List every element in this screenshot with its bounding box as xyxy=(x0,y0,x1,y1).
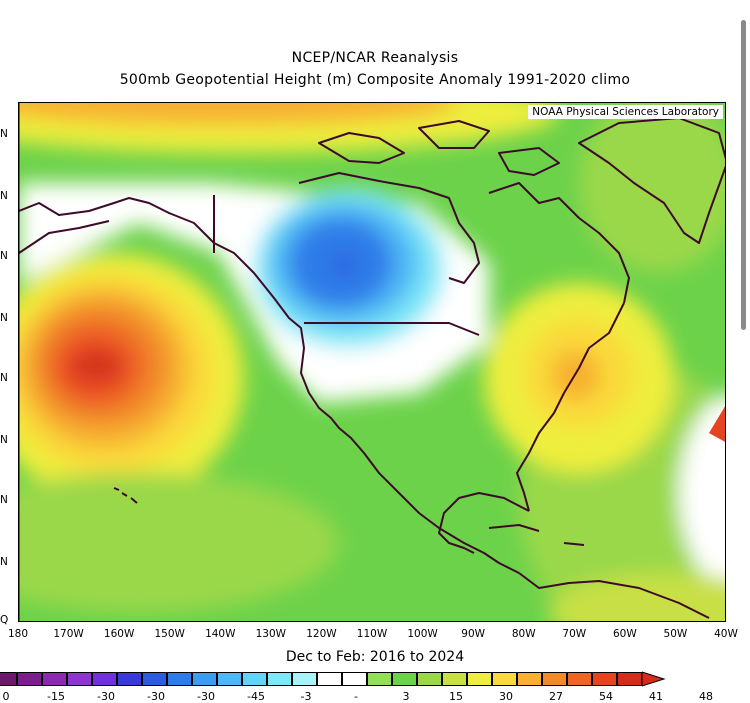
colorbar-tick-label: -3 xyxy=(300,690,312,703)
lat-label: N xyxy=(0,434,8,446)
longitude-tick-label: 80W xyxy=(511,628,536,640)
colorbar-swatch xyxy=(367,672,392,686)
lat-label: N xyxy=(0,128,8,140)
aleutian-coast xyxy=(19,220,110,254)
longitude-tick-label: 100W xyxy=(407,628,438,640)
atlantic-neutral xyxy=(679,395,725,591)
lat-label: N xyxy=(0,372,8,384)
colorbar-tick-label: - xyxy=(354,690,358,703)
atlantic-red-tip xyxy=(709,406,725,442)
lat-label: N xyxy=(0,312,8,324)
us-canada-border xyxy=(304,322,480,336)
longitude-tick-label: 160W xyxy=(103,628,135,640)
south-pacific-lightgreen xyxy=(19,473,339,613)
ridge-east-core xyxy=(551,350,601,400)
southeast-yellowgreen xyxy=(549,573,725,621)
colorbar-tick-label: 30 xyxy=(499,690,513,703)
lat-label: Q xyxy=(0,614,9,626)
colorbar-swatch xyxy=(67,672,92,686)
credit-label: NOAA Physical Sciences Laboratory xyxy=(528,105,723,119)
colorbar-tick-label: 3 xyxy=(402,690,410,703)
anomaly-map: NOAA Physical Sciences Laboratory xyxy=(18,102,726,622)
colorbar-swatch xyxy=(292,672,317,686)
arctic-island-2 xyxy=(418,120,490,149)
colorbar-swatch xyxy=(117,672,142,686)
colorbar-swatch xyxy=(0,672,17,686)
gulf-coastline xyxy=(438,492,530,554)
hispaniola-outline xyxy=(563,542,585,546)
hawaii-islands xyxy=(113,487,138,504)
longitude-tick-label: 140W xyxy=(205,628,236,640)
longitude-tick-label: 70W xyxy=(562,628,587,640)
coastlines xyxy=(19,117,725,619)
colorbar-swatch xyxy=(417,672,442,686)
chart-title: NCEP/NCAR Reanalysis xyxy=(291,50,459,66)
lat-label: N xyxy=(0,494,8,506)
date-range-label: Dec to Feb: 2016 to 2024 xyxy=(285,649,465,665)
colorbar-tick-label: 0 xyxy=(2,690,10,703)
longitude-tick-label: 150W xyxy=(154,628,185,640)
trough-core xyxy=(332,255,356,275)
colorbar-swatch xyxy=(617,672,642,686)
longitude-tick-label: 50W xyxy=(663,628,688,640)
arctic-island-1 xyxy=(318,132,405,164)
ridge-pacific-core xyxy=(75,355,119,375)
lat-label: N xyxy=(0,190,8,202)
lat-label: N xyxy=(0,556,8,568)
colorbar-swatch xyxy=(167,672,192,686)
anomaly-east-lightgreen xyxy=(579,103,725,273)
colorbar-tick-label: 41 xyxy=(649,690,663,703)
colorbar-tick-label: -30 xyxy=(97,690,115,703)
chart-subtitle-title: 500mb Geopotential Height (m) Composite … xyxy=(119,72,631,88)
colorbar-swatch xyxy=(217,672,242,686)
colorbar-tick-label: 15 xyxy=(449,690,463,703)
colorbar-swatch xyxy=(342,672,367,686)
colorbar-swatch xyxy=(242,672,267,686)
longitude-tick-label: 170W xyxy=(53,628,84,640)
colorbar-swatch xyxy=(567,672,592,686)
colorbar-tick-label: -30 xyxy=(147,690,165,703)
colorbar-tick-label: -15 xyxy=(47,690,65,703)
scrollbar[interactable] xyxy=(741,20,746,330)
colorbar xyxy=(0,671,750,688)
arctic-island-3 xyxy=(498,147,560,176)
longitude-tick-label: 60W xyxy=(612,628,637,640)
colorbar-swatch xyxy=(267,672,292,686)
colorbar-swatch xyxy=(542,672,567,686)
colorbar-tick-label: 27 xyxy=(549,690,563,703)
cuba-outline xyxy=(488,524,540,532)
colorbar-swatch xyxy=(392,672,417,686)
colorbar-swatch xyxy=(42,672,67,686)
colorbar-swatch xyxy=(192,672,217,686)
colorbar-swatch xyxy=(592,672,617,686)
labrador-coast xyxy=(488,182,630,304)
colorbar-swatch xyxy=(17,672,42,686)
longitude-tick-label: 110W xyxy=(356,628,388,640)
anomaly-band-north-orange xyxy=(19,103,459,125)
colorbar-swatch xyxy=(517,672,542,686)
colorbar-tick-label: -45 xyxy=(247,690,265,703)
anomaly-contours xyxy=(19,103,725,621)
east-coastline xyxy=(516,302,625,512)
hudson-bay-coast xyxy=(298,172,480,284)
colorbar-swatch xyxy=(92,672,117,686)
colorbar-tick-label: 48 xyxy=(699,690,713,703)
longitude-tick-label: 180 xyxy=(7,628,29,640)
colorbar-swatch xyxy=(492,672,517,686)
colorbar-swatch xyxy=(317,672,342,686)
west-coastline xyxy=(19,197,520,574)
colorbar-tick-label: 54 xyxy=(599,690,613,703)
colorbar-arrow xyxy=(642,671,666,687)
longitude-tick-label: 90W xyxy=(461,628,486,640)
longitude-tick-label: 120W xyxy=(306,628,337,640)
lat-label: N xyxy=(0,250,8,262)
south-america-coast xyxy=(518,572,710,619)
colorbar-swatch xyxy=(442,672,467,686)
anomaly-map-svg xyxy=(19,103,725,621)
colorbar-tick-label: -30 xyxy=(197,690,215,703)
longitude-tick-label: 40W xyxy=(714,628,738,640)
colorbar-swatch xyxy=(467,672,492,686)
longitude-tick-label: 130W xyxy=(255,628,287,640)
colorbar-swatch xyxy=(142,672,167,686)
